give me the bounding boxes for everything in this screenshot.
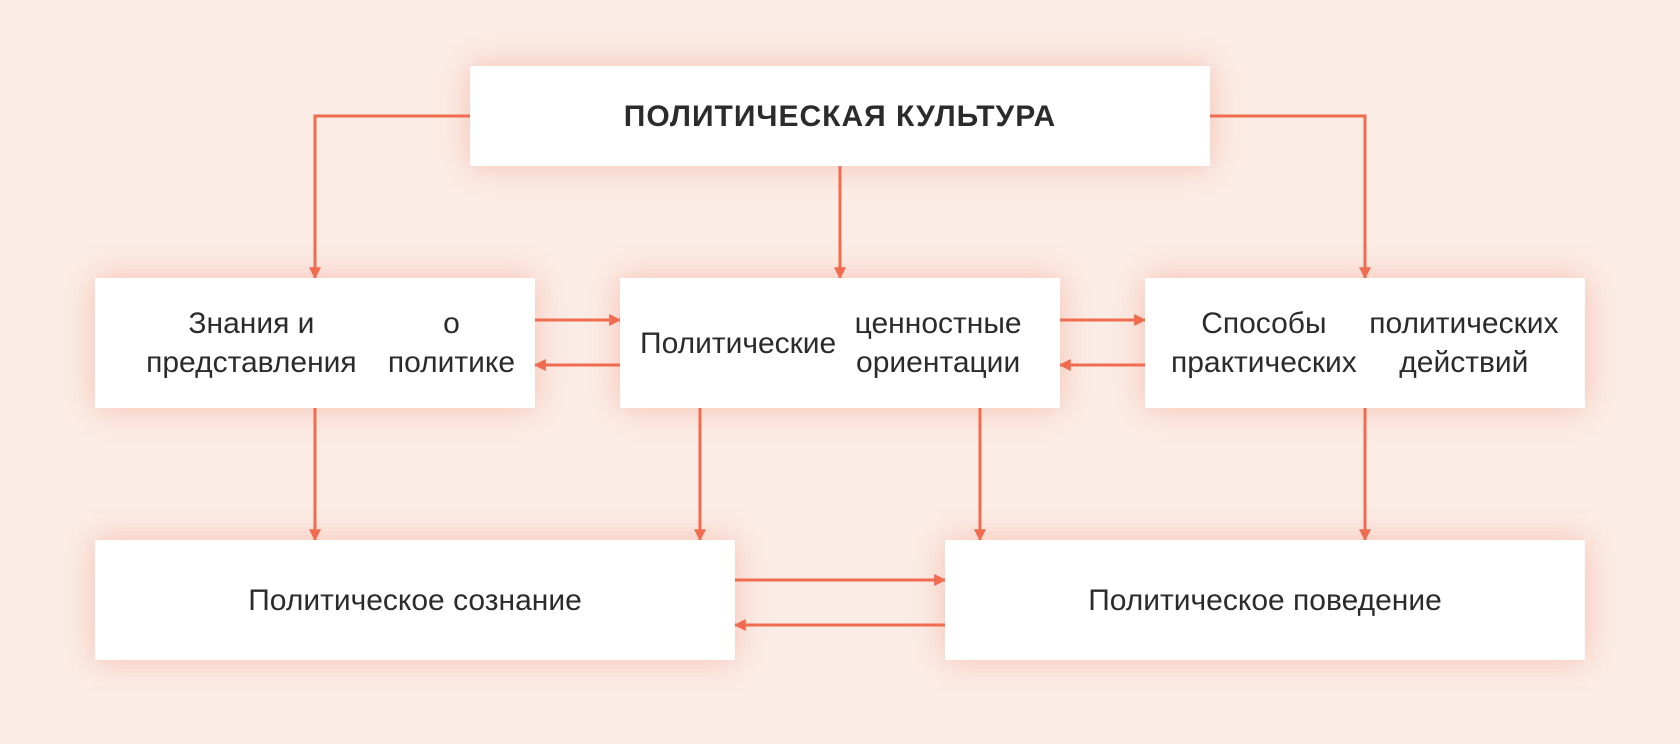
diagram-canvas: ПОЛИТИЧЕСКАЯ КУЛЬТУРА Знания и представле…	[0, 0, 1680, 744]
node-m_mid-line-0: Политические	[640, 324, 836, 363]
node-b_right-line-0: Политическое поведение	[1088, 581, 1442, 620]
node-m_right-line-1: политических действий	[1363, 304, 1565, 382]
node-root: ПОЛИТИЧЕСКАЯ КУЛЬТУРА	[470, 66, 1210, 166]
node-b_left-line-0: Политическое сознание	[248, 581, 582, 620]
node-b_left: Политическое сознание	[95, 540, 735, 660]
node-m_left-line-0: Знания и представления	[115, 304, 388, 382]
node-root-line-0: ПОЛИТИЧЕСКАЯ КУЛЬТУРА	[624, 97, 1056, 136]
node-m_left-line-1: о политике	[388, 304, 515, 382]
node-m_mid: Политическиеценностные ориентации	[620, 278, 1060, 408]
node-m_right-line-0: Способы практических	[1165, 304, 1363, 382]
node-m_right: Способы практическихполитических действи…	[1145, 278, 1585, 408]
node-b_right: Политическое поведение	[945, 540, 1585, 660]
node-m_left: Знания и представленияо политике	[95, 278, 535, 408]
node-m_mid-line-1: ценностные ориентации	[836, 304, 1040, 382]
